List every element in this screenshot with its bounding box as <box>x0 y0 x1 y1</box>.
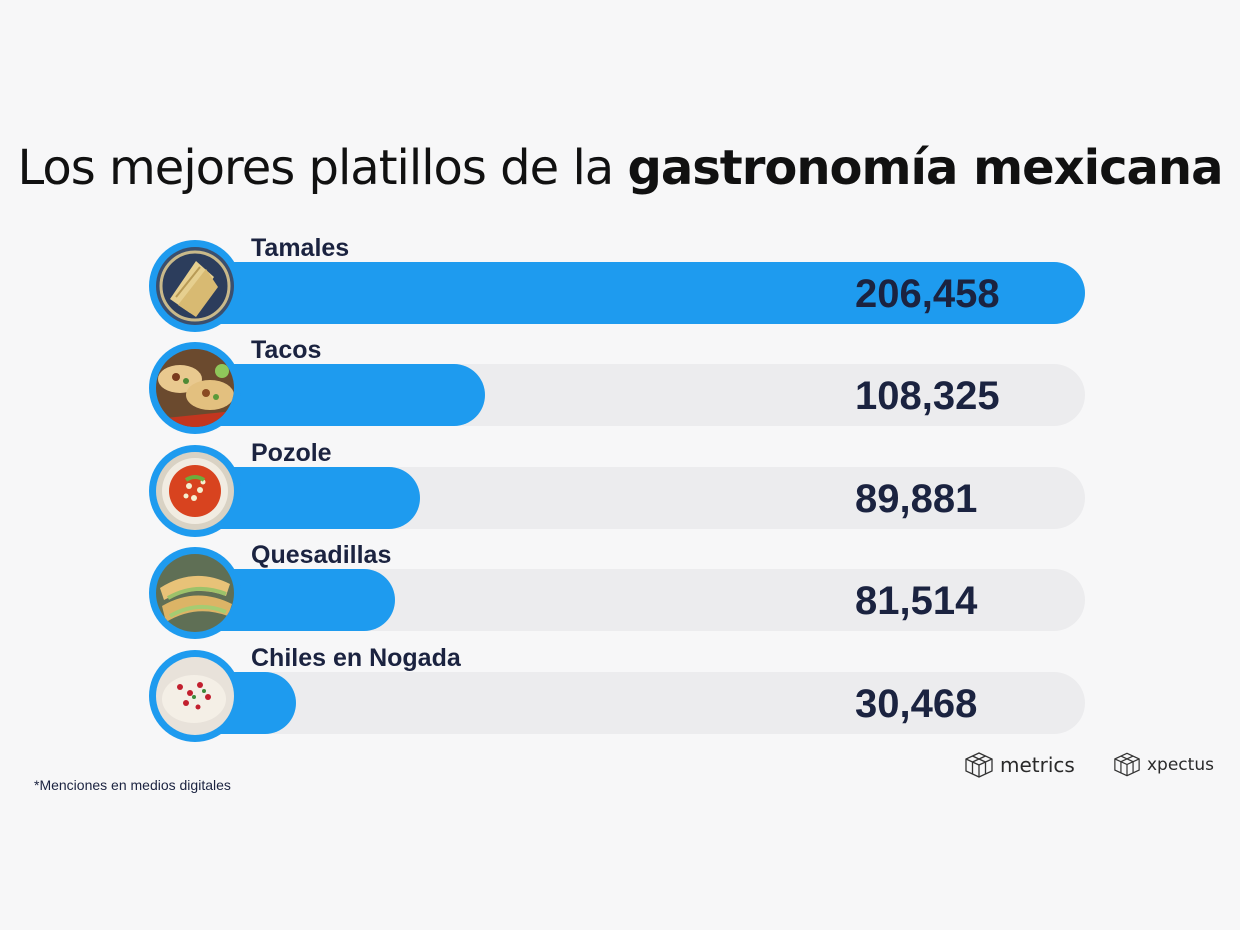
category-label: Pozole <box>251 439 332 467</box>
food-photo-ring <box>149 650 241 742</box>
category-label: Quesadillas <box>251 541 392 569</box>
metrics-logo: metrics <box>964 752 1075 778</box>
xpectus-logo-text: xpectus <box>1147 754 1214 775</box>
bar-row-tamales: Tamales 206,458 <box>0 234 1240 338</box>
food-photo-ring <box>149 547 241 639</box>
food-photo-ring <box>149 240 241 332</box>
title-bold: gastronomía mexicana <box>627 140 1223 196</box>
category-label: Chiles en Nogada <box>251 644 461 672</box>
value-label: 81,514 <box>855 579 978 623</box>
bar <box>180 262 1085 324</box>
bar-track <box>180 672 1085 734</box>
page-title: Los mejores platillos de la gastronomía … <box>0 140 1240 196</box>
chiles-en-nogada-photo-icon <box>156 657 234 735</box>
footnote: *Menciones en medios digitales <box>34 777 231 793</box>
bar-row-chiles-en-nogada: Chiles en Nogada 30,468 <box>0 644 1240 748</box>
food-photo-ring <box>149 342 241 434</box>
metrics-logo-text: metrics <box>1000 753 1075 777</box>
xpectus-logo: xpectus <box>1113 752 1214 777</box>
quesadillas-photo-icon <box>156 554 234 632</box>
pozole-photo-icon <box>156 452 234 530</box>
value-label: 206,458 <box>855 272 1000 316</box>
tacos-photo-icon <box>156 349 234 427</box>
value-label: 30,468 <box>855 682 978 726</box>
category-label: Tamales <box>251 234 350 262</box>
value-label: 108,325 <box>855 374 1000 418</box>
bar-row-pozole: Pozole 89,881 <box>0 439 1240 543</box>
bar-row-tacos: Tacos 108,325 <box>0 336 1240 440</box>
cube-logo-icon <box>1114 752 1140 777</box>
bar-row-quesadillas: Quesadillas 81,514 <box>0 541 1240 645</box>
food-photo-ring <box>149 445 241 537</box>
category-label: Tacos <box>251 336 322 364</box>
cube-logo-icon <box>965 752 993 778</box>
value-label: 89,881 <box>855 477 978 521</box>
tamales-photo-icon <box>156 247 234 325</box>
title-regular: Los mejores platillos de la <box>17 140 628 196</box>
